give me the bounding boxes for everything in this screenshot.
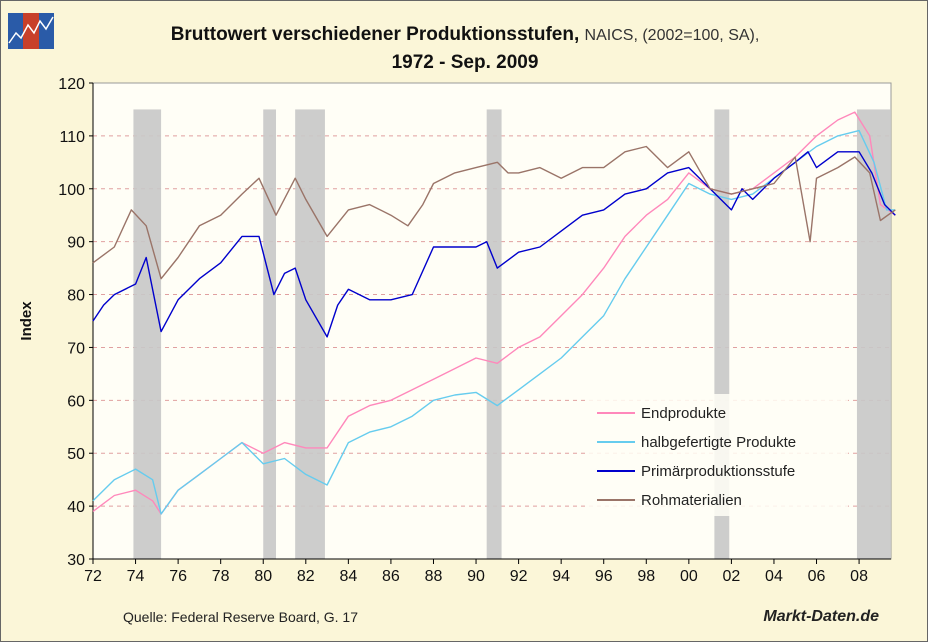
title-main: Bruttowert verschiedener Produktionsstuf…	[170, 24, 580, 45]
legend-label: halbgefertigte Produkte	[641, 434, 796, 451]
y-tick-label: 90	[67, 235, 85, 252]
recession-band	[295, 109, 325, 559]
y-tick-label: 40	[67, 499, 85, 516]
x-tick-label: 82	[297, 568, 315, 585]
x-tick-label: 94	[552, 568, 570, 585]
x-tick-label: 08	[850, 568, 868, 585]
y-axis-label: Index	[18, 301, 35, 341]
recession-band	[856, 109, 891, 559]
x-tick-label: 72	[84, 568, 102, 585]
legend-label: Primärproduktionsstufe	[641, 463, 795, 480]
x-tick-label: 96	[595, 568, 613, 585]
x-tick-label: 80	[254, 568, 272, 585]
legend-label: Rohmaterialien	[641, 492, 742, 509]
chart-title: Bruttowert verschiedener Produktionsstuf…	[1, 21, 927, 76]
y-tick-label: 110	[59, 129, 85, 146]
legend-label: Endprodukte	[641, 405, 726, 422]
x-tick-label: 98	[637, 568, 655, 585]
x-tick-label: 86	[382, 568, 400, 585]
x-tick-label: 90	[467, 568, 485, 585]
brand-label: Markt-Daten.de	[763, 608, 879, 625]
x-tick-label: 92	[510, 568, 528, 585]
legend: Endprodukte halbgefertigte Produkte Primär…	[586, 394, 848, 516]
x-tick-label: 78	[212, 568, 230, 585]
y-tick-label: 30	[67, 552, 85, 569]
y-tick-label: 60	[67, 393, 85, 410]
x-tick-label: 88	[425, 568, 443, 585]
y-tick-label: 80	[67, 288, 85, 305]
y-tick-label: 120	[58, 76, 85, 93]
legend-box	[586, 394, 848, 516]
x-tick-label: 02	[723, 568, 741, 585]
x-tick-label: 76	[169, 568, 187, 585]
x-tick-label: 00	[680, 568, 698, 585]
x-tick-label: 74	[127, 568, 145, 585]
y-tick-label: 70	[67, 340, 85, 357]
recession-band	[263, 109, 277, 559]
markt-daten-logo	[8, 13, 54, 49]
y-tick-label: 50	[67, 446, 85, 463]
x-tick-label: 84	[339, 568, 357, 585]
y-tick-label: 100	[58, 182, 85, 199]
title-suffix: NAICS, (2002=100, SA),	[584, 27, 760, 44]
source-note: Quelle: Federal Reserve Board, G. 17	[123, 609, 359, 625]
series-line	[92, 145, 896, 280]
logo-stripe	[23, 13, 39, 49]
series-line	[92, 151, 896, 338]
title-period: 1972 - Sep. 2009	[391, 52, 539, 73]
recession-band	[486, 109, 502, 559]
logo-line	[8, 16, 54, 44]
x-tick-label: 06	[808, 568, 826, 585]
recession-band	[133, 109, 162, 559]
x-tick-label: 04	[765, 568, 783, 585]
